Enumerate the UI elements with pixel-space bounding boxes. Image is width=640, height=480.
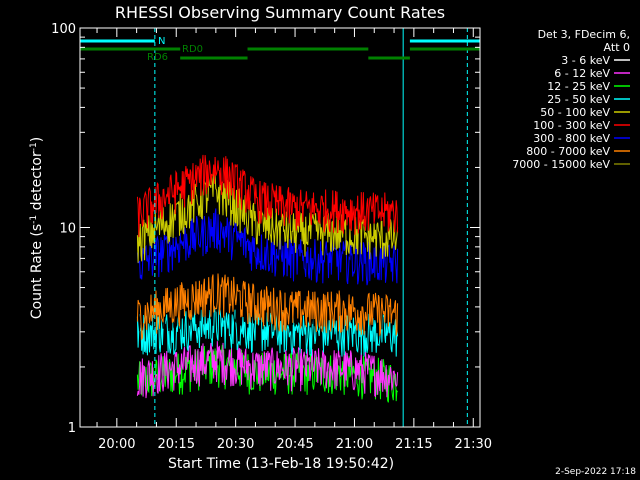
y-axis-label: Count Rate (s-1 detector-1) (29, 137, 45, 319)
chart-title: RHESSI Observing Summary Count Rates (115, 3, 445, 22)
y-tick-label: 10 (59, 222, 76, 237)
mode-label: RD0 (182, 44, 203, 55)
x-tick-label: 20:15 (158, 437, 195, 452)
x-tick-label: 21:15 (395, 437, 432, 452)
y-tick-label: 1 (68, 421, 76, 436)
footer-date: 2-Sep-2022 17:18 (555, 467, 636, 477)
x-tick-label: 20:00 (98, 437, 135, 452)
legend-header: Att 0 (604, 41, 630, 54)
series-line (136, 172, 399, 263)
legend-label: 300 - 800 keV (533, 132, 610, 145)
legend-label: 100 - 300 keV (533, 119, 610, 132)
legend-label: 3 - 6 keV (561, 54, 610, 67)
series-line (136, 208, 399, 286)
legend-label: 800 - 7000 keV (526, 145, 610, 158)
legend-label: 25 - 50 keV (547, 93, 610, 106)
legend-header: Det 3, FDecim 6, (538, 28, 630, 41)
x-tick-label: 20:30 (217, 437, 254, 452)
x-axis-label: Start Time (13-Feb-18 19:50:42) (168, 456, 394, 472)
x-tick-label: 20:45 (276, 437, 313, 452)
x-tick-label: 21:30 (455, 437, 492, 452)
legend-label: 12 - 25 keV (547, 80, 610, 93)
mode-label: RD6 (147, 52, 168, 63)
series-line (136, 273, 399, 341)
x-tick-label: 21:00 (336, 437, 373, 452)
legend-label: 50 - 100 keV (540, 106, 610, 119)
series-line (136, 306, 399, 357)
series-line (136, 154, 399, 238)
legend-label: 7000 - 15000 keV (512, 158, 610, 171)
mode-label: N (158, 36, 165, 47)
y-tick-label: 100 (51, 22, 76, 37)
legend-label: 6 - 12 keV (554, 67, 610, 80)
series-line (136, 341, 399, 399)
